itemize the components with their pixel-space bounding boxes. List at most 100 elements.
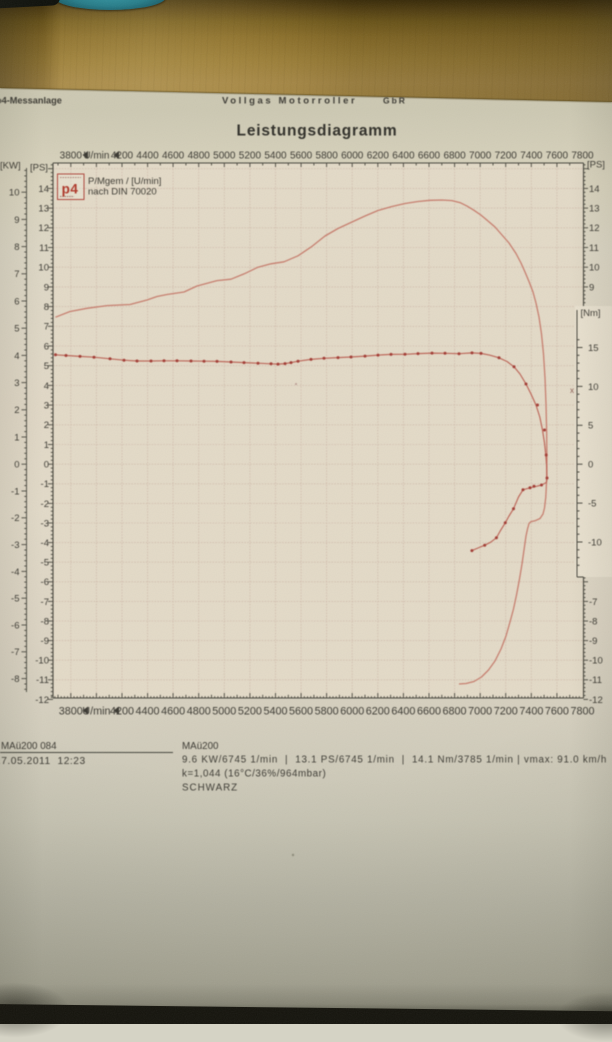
svg-text:-8: -8 [41,616,49,627]
svg-text:4400: 4400 [136,151,159,162]
svg-text:5800: 5800 [316,151,339,162]
svg-text:10: 10 [9,188,20,199]
svg-text:5400: 5400 [263,706,287,718]
svg-text:5: 5 [44,361,49,372]
svg-text:10: 10 [38,263,49,274]
svg-text:-10: -10 [588,537,602,548]
svg-text:-11: -11 [36,675,49,686]
svg-text:7: 7 [14,269,19,280]
svg-text:0: 0 [44,460,49,471]
svg-text:MAü200 084: MAü200 084 [1,741,57,752]
svg-text:p4: p4 [62,182,79,197]
svg-text:7400: 7400 [519,706,543,718]
svg-text:6400: 6400 [391,706,415,718]
svg-text:4800: 4800 [188,151,211,162]
svg-text:9: 9 [44,282,49,293]
svg-text:4200: 4200 [111,151,134,162]
svg-text:10: 10 [589,263,600,274]
svg-text:6200: 6200 [367,151,390,162]
svg-text:-3: -3 [41,518,49,529]
svg-text:-9: -9 [41,636,49,647]
svg-text:6000: 6000 [341,151,364,162]
svg-text:11: 11 [589,243,599,254]
svg-text:2: 2 [44,420,49,431]
svg-text:-4: -4 [41,538,49,549]
svg-text:1: 1 [14,432,19,443]
svg-text:14: 14 [38,184,49,195]
svg-text:5800: 5800 [315,706,339,718]
svg-text:5400: 5400 [264,151,287,162]
svg-text:10: 10 [588,382,599,393]
svg-text:15: 15 [588,343,599,354]
svg-text:4600: 4600 [161,706,185,718]
svg-text:0: 0 [14,460,19,471]
svg-text:7400: 7400 [520,151,543,162]
svg-text:Leistungsdiagramm: Leistungsdiagramm [237,123,398,140]
svg-text:12: 12 [589,223,600,234]
svg-text:nach DIN 70020: nach DIN 70020 [88,187,157,198]
svg-text:7000: 7000 [469,151,492,162]
svg-text:-1: -1 [41,479,49,490]
svg-text:-12: -12 [35,695,49,706]
svg-text:GbR: GbR [383,96,407,106]
svg-text:12: 12 [38,223,49,234]
svg-text:-8: -8 [11,674,19,685]
svg-text:3800: 3800 [59,706,83,718]
svg-text:MAü200: MAü200 [182,741,219,752]
svg-text:6800: 6800 [443,151,466,162]
svg-text:4600: 4600 [162,151,185,162]
svg-text:-10: -10 [35,656,49,667]
svg-text:-2: -2 [11,513,19,524]
svg-text:-7: -7 [41,597,49,608]
svg-text:p4-Messanlage: p4-Messanlage [0,96,62,106]
svg-text:6000: 6000 [340,706,364,718]
svg-text:4: 4 [14,351,19,362]
svg-text:13: 13 [38,204,49,215]
svg-text:6600: 6600 [417,706,441,718]
svg-text:SCHWARZ: SCHWARZ [182,783,238,794]
svg-text:14: 14 [589,184,600,195]
svg-text:7600: 7600 [546,151,569,162]
svg-text:13: 13 [589,204,600,215]
svg-text:-7: -7 [589,597,597,608]
svg-text:-7: -7 [11,647,19,658]
svg-text:-8: -8 [589,616,597,627]
svg-text:4: 4 [44,381,49,392]
svg-text:7: 7 [44,322,49,333]
svg-text:5000: 5000 [213,151,236,162]
svg-text:9: 9 [589,282,594,293]
svg-text:9: 9 [14,215,19,226]
svg-text:-10: -10 [589,656,603,667]
svg-text:-1: -1 [11,486,19,497]
svg-text:k=1,044 (16°C/36%/964mbar): k=1,044 (16°C/36%/964mbar) [182,769,326,780]
svg-text:0: 0 [588,460,593,471]
svg-text:7800: 7800 [570,706,594,718]
svg-text:-3: -3 [11,540,19,551]
svg-text:4400: 4400 [136,706,160,718]
svg-text:6: 6 [14,296,19,307]
svg-text:-6: -6 [41,577,49,588]
svg-text:7000: 7000 [468,706,492,718]
svg-text:6800: 6800 [443,706,467,718]
svg-text:6200: 6200 [366,706,390,718]
svg-text:[Nm]: [Nm] [581,308,601,319]
svg-text:[PS]: [PS] [587,160,605,171]
svg-text:-11: -11 [589,675,602,686]
svg-text:-2: -2 [41,499,49,510]
svg-text:6: 6 [44,341,49,352]
svg-text:9.6 KW/6745 1/min | 13.1 PS/: 9.6 KW/6745 1/min | 13.1 PS/6745 1/min |… [182,755,607,766]
svg-text:5600: 5600 [289,706,313,718]
svg-text:-5: -5 [588,499,596,510]
svg-text:3: 3 [14,378,19,389]
svg-text:7600: 7600 [545,706,569,718]
svg-text:2: 2 [14,405,19,416]
svg-text:6600: 6600 [418,151,441,162]
svg-text:-5: -5 [11,594,19,605]
svg-text:x: x [570,386,574,395]
svg-text:P/Mgem / [U/min]: P/Mgem / [U/min] [88,176,161,187]
svg-text:4800: 4800 [187,706,211,718]
svg-text:-9: -9 [589,636,597,647]
svg-text:7200: 7200 [494,706,518,718]
svg-text:[KW]: [KW] [0,161,21,172]
svg-text:-12: -12 [589,695,603,706]
